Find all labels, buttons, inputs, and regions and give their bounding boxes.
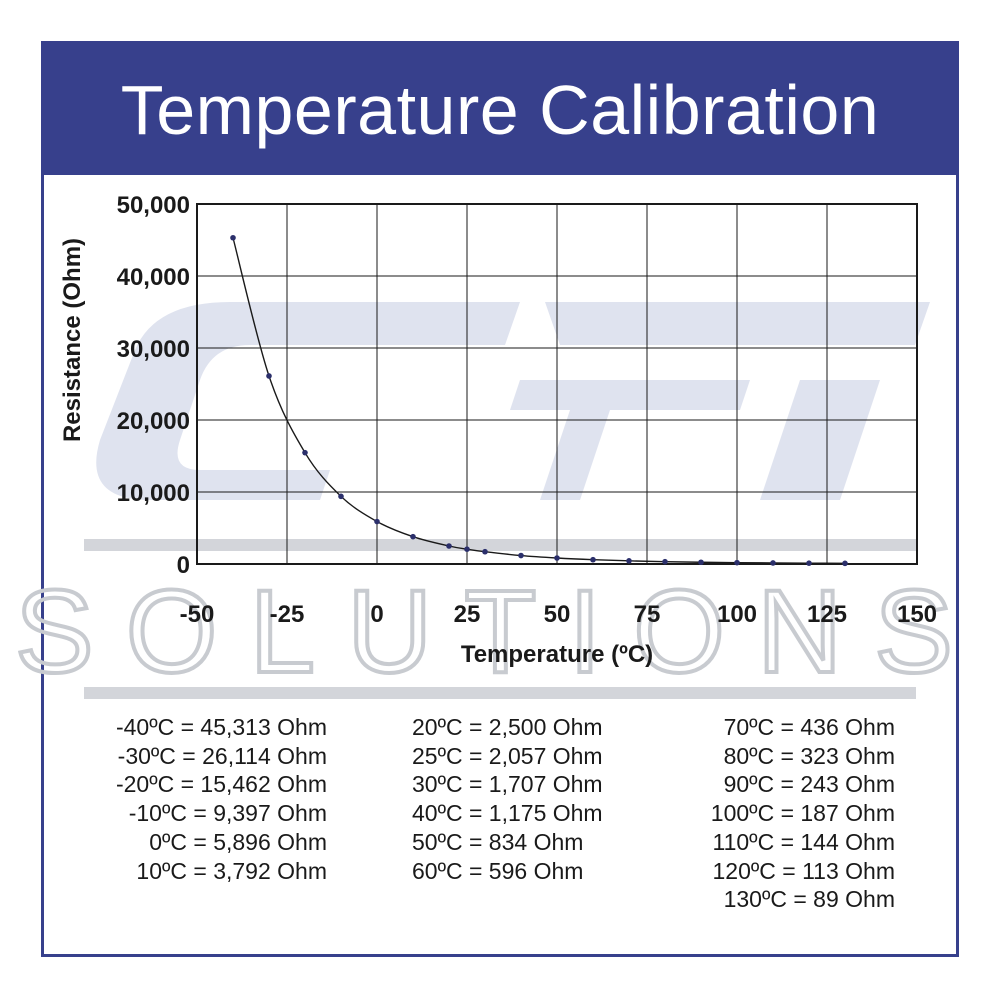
table-row: -10ºC = 9,397 Ohm [128,800,327,827]
data-point [662,558,668,565]
table-row: 60ºC = 596 Ohm [412,857,584,884]
y-tick-label: 20,000 [117,408,190,435]
logo-shape-right [760,380,880,500]
table-row: -20ºC = 15,462 Ohm [115,771,327,798]
data-point [590,556,596,563]
table-row: 70ºC = 436 Ohm [723,714,895,740]
table-row: 120ºC = 113 Ohm [712,857,896,884]
x-axis-ticks: -50 -25 0 25 50 75 100 125 150 [180,601,937,628]
x-tick-label: 125 [807,601,847,628]
x-tick-label: 50 [544,601,571,628]
logo-shape-middle [510,302,930,500]
y-tick-label: 50,000 [117,192,190,219]
data-point [806,560,812,566]
data-point [482,548,488,555]
plot-area [196,203,918,565]
y-tick-label: 0 [177,552,190,579]
data-point [338,493,344,500]
table-row: -40ºC = 45,313 Ohm [115,714,327,740]
table-row: 25ºC = 2,057 Ohm [412,742,603,769]
data-point [410,533,416,540]
table-row: 100ºC = 187 Ohm [710,800,895,827]
watermark-bar-bottom [84,687,916,699]
data-point [734,559,740,566]
data-point [626,558,632,564]
table-row: -30ºC = 26,114 Ohm [117,742,327,769]
x-tick-label: 25 [454,601,481,628]
watermark-bar-top [84,539,916,551]
x-tick-label: -50 [180,601,215,628]
series-line [232,237,846,565]
data-point [230,234,236,241]
x-tick-label: 75 [634,601,661,628]
table-row: 90ºC = 243 Ohm [723,771,895,798]
y-tick-label: 10,000 [117,480,190,507]
data-point [554,555,560,561]
data-point [464,546,470,552]
table-row: 20ºC = 2,500 Ohm [412,714,603,740]
data-point [698,559,704,566]
table-row: 0ºC = 5,896 Ohm [149,828,327,855]
calibration-table-col2: 20ºC = 2,500 Ohm 25ºC = 2,057 Ohm 30ºC = 1… [412,713,603,885]
table-row: 130ºC = 89 Ohm [723,886,895,913]
data-point [842,560,848,567]
y-axis-ticks: 50,000 40,000 30,000 20,000 10,000 0 [117,192,190,579]
chart-grid [197,204,917,564]
page-title: Temperature Calibration [44,44,956,175]
calibration-table-col1: -40ºC = 45,313 Ohm -30ºC = 26,114 Ohm -20º… [91,713,327,885]
x-tick-label: 150 [897,601,937,628]
table-row: 30ºC = 1,707 Ohm [412,771,603,798]
table-row: 80ºC = 323 Ohm [723,742,895,769]
table-row: 110ºC = 144 Ohm [712,828,896,855]
data-point [374,518,380,525]
x-tick-label: 0 [370,601,383,628]
x-tick-label: -25 [270,601,305,628]
data-point [446,543,452,549]
watermark-text: SOLUTIONS [15,566,985,698]
logo-shape-left [96,302,521,500]
y-tick-label: 30,000 [117,336,190,363]
y-axis-label: Resistance (Ohm) [59,238,86,442]
table-row: 40ºC = 1,175 Ohm [412,800,603,827]
data-point [770,560,776,566]
data-point [518,552,524,559]
x-tick-label: 100 [717,601,757,628]
series-points [230,234,848,567]
y-tick-label: 40,000 [117,264,190,291]
data-point [302,449,308,456]
table-row: 10ºC = 3,792 Ohm [136,857,327,884]
calibration-table-col3: 70ºC = 436 Ohm 80ºC = 323 Ohm 90ºC = 243 O… [688,713,895,914]
x-axis-label: Temperature (ºC) [461,641,653,668]
table-row: 50ºC = 834 Ohm [412,828,584,855]
data-point [266,373,272,379]
